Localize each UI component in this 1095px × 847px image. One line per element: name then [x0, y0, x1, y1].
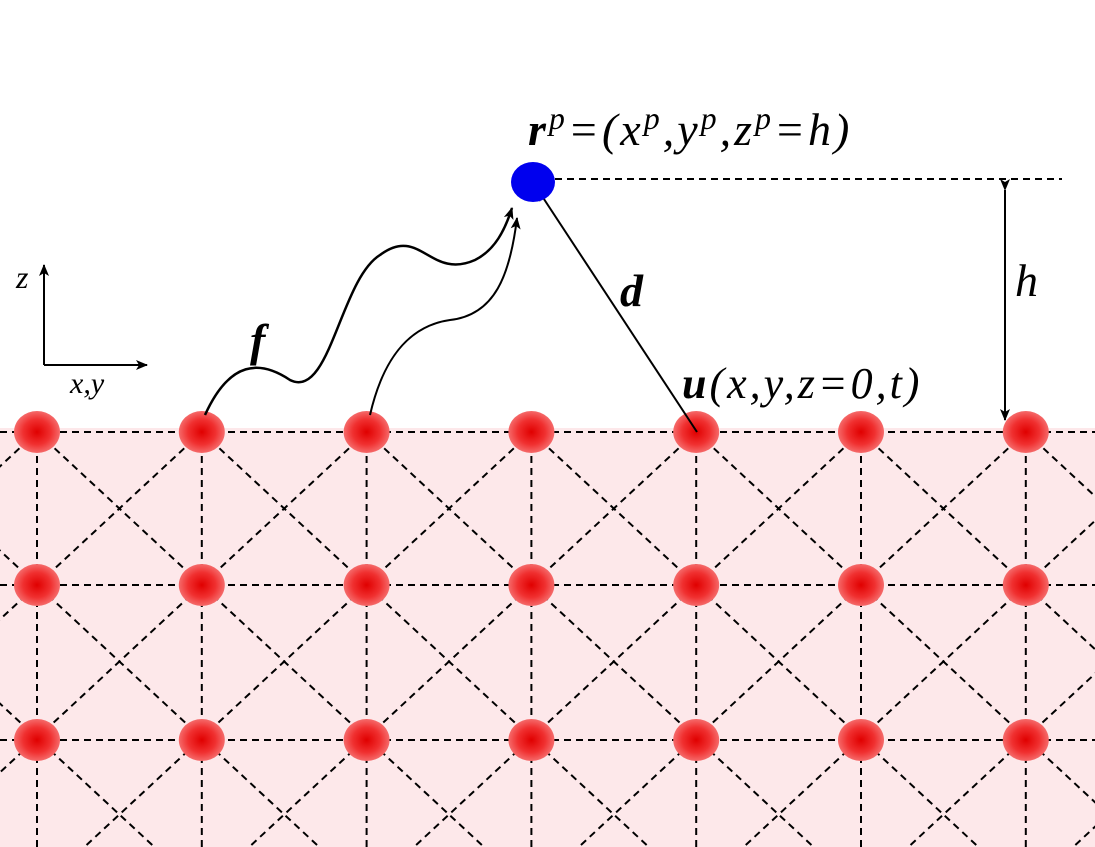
lattice-line [248, 431, 697, 847]
lattice-site [1002, 719, 1049, 761]
displacement-label: u(x,y,z=0,t) [682, 359, 922, 408]
label-part: u [682, 359, 709, 408]
axis-z-label: z [15, 259, 29, 295]
label-part: p [753, 100, 774, 136]
distance-arrow [537, 189, 698, 433]
lattice-line [0, 702, 156, 847]
lattice-site [14, 411, 60, 453]
label-part: p [642, 100, 663, 136]
force-label: f [250, 315, 270, 366]
force-wave-2 [369, 217, 521, 416]
lattice-site [673, 564, 720, 606]
lattice-line [860, 431, 1095, 651]
lattice-line [201, 431, 650, 847]
lattice-site [1002, 411, 1049, 453]
lattice-site [838, 719, 884, 761]
label-part: p [547, 100, 568, 136]
lattice-line [365, 431, 815, 847]
lattice-line [0, 549, 320, 847]
distance-label: d [620, 265, 644, 316]
lattice-site [343, 411, 390, 453]
height-label: h [1015, 255, 1038, 306]
particle [511, 162, 555, 202]
position-label: rp=(xp,yp,zp=h) [528, 100, 852, 155]
lattice-site [14, 719, 60, 761]
lattice-line [413, 431, 862, 847]
lattice-site [14, 564, 60, 606]
lattice-line [83, 431, 533, 847]
lattice-site [838, 411, 884, 453]
label-part: p [699, 100, 720, 136]
label-part: =h) [774, 104, 852, 155]
lattice-line [742, 519, 1095, 847]
lattice-site [343, 564, 390, 606]
surface [0, 428, 1095, 847]
lattice-site [673, 719, 720, 761]
label-part: ,z [720, 104, 755, 155]
lattice-line [530, 431, 980, 847]
lattice-site [343, 719, 390, 761]
label-part: (x,y,z=0,t) [709, 359, 922, 408]
axis-xy-label: x,y [69, 367, 105, 400]
lattice-line [578, 431, 1027, 847]
lattice-line [0, 431, 203, 621]
lattice-site [508, 411, 555, 453]
lattice-site [838, 564, 884, 606]
label-part: ,y [663, 104, 701, 155]
lattice [0, 411, 1095, 847]
lattice-site [508, 564, 555, 606]
label-part: =(x [568, 104, 644, 155]
lattice-line [0, 431, 368, 774]
force-wave-1 [203, 207, 514, 416]
lattice-line [36, 431, 485, 847]
label-part: r [528, 104, 549, 155]
lattice-line [907, 672, 1095, 847]
lattice-site [178, 564, 225, 606]
lattice-site [178, 719, 225, 761]
lattice-site [508, 719, 555, 761]
lattice-line [695, 431, 1095, 804]
lattice-site [178, 411, 225, 453]
lattice-site [1002, 564, 1049, 606]
